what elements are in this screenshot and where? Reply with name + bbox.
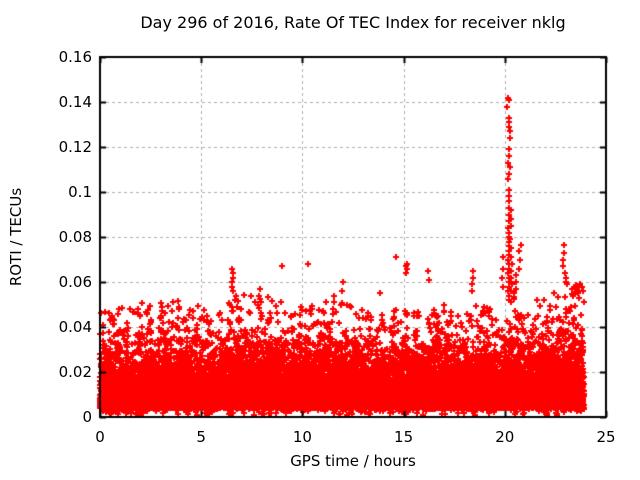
x-tick-label: 5 — [196, 428, 206, 446]
x-tick-label: 10 — [292, 428, 312, 446]
y-tick-label: 0.14 — [58, 93, 92, 111]
chart-title: Day 296 of 2016, Rate Of TEC Index for r… — [140, 13, 566, 32]
x-tick-label: 0 — [95, 428, 105, 446]
x-tick-label: 15 — [394, 428, 414, 446]
y-tick-label: 0.04 — [58, 318, 92, 336]
x-axis-label: GPS time / hours — [290, 452, 416, 470]
x-tick-label: 20 — [495, 428, 515, 446]
y-tick-label: 0.08 — [58, 228, 92, 246]
y-tick-label: 0.02 — [58, 363, 92, 381]
y-tick-label: 0.1 — [68, 183, 92, 201]
y-tick-label: 0.06 — [58, 273, 92, 291]
y-axis-label: ROTI / TECUs — [7, 187, 25, 287]
y-tick-label: 0.12 — [58, 138, 92, 156]
x-tick-label: 25 — [596, 428, 616, 446]
y-tick-label: 0 — [82, 408, 92, 426]
y-tick-label: 0.16 — [58, 48, 92, 66]
